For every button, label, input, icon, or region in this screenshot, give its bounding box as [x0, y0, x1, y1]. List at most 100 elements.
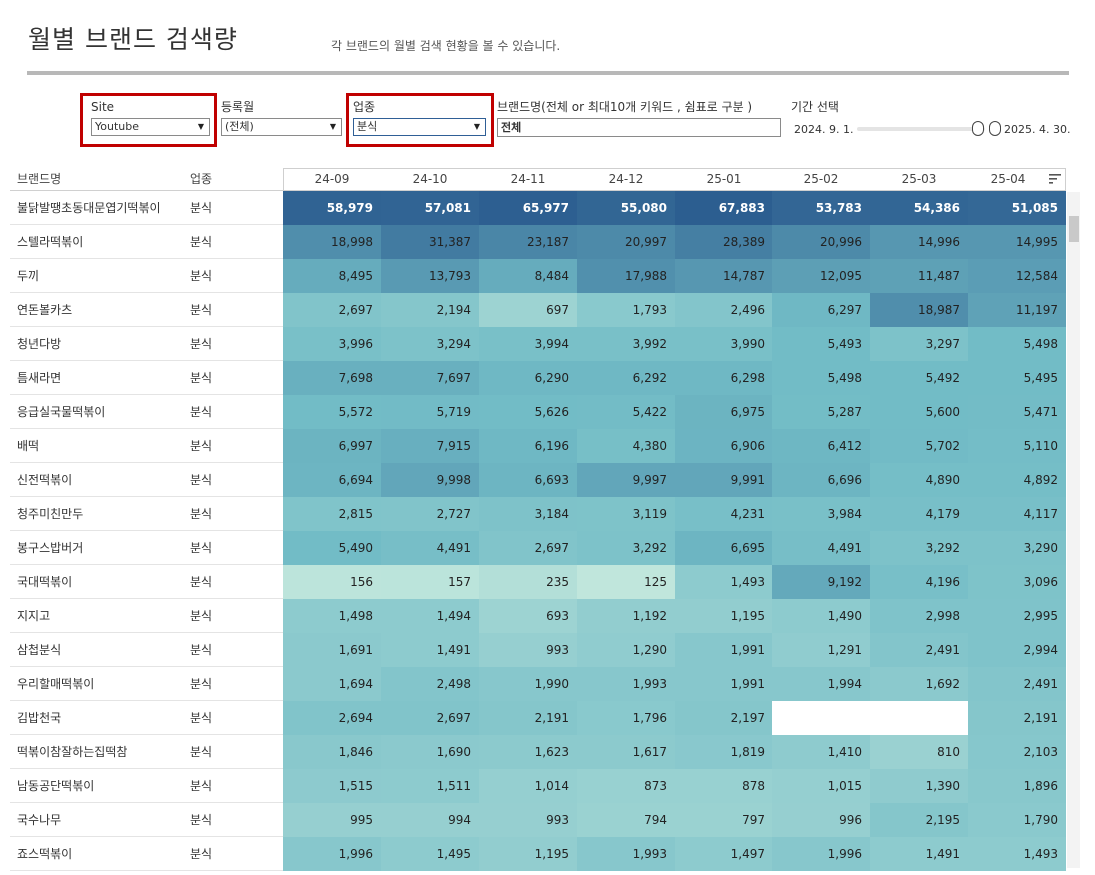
value-cell[interactable]: 65,977 [479, 191, 577, 225]
value-cell[interactable]: 156 [283, 565, 381, 599]
value-cell[interactable]: 20,997 [577, 225, 675, 259]
value-cell[interactable]: 12,095 [772, 259, 870, 293]
value-cell[interactable]: 3,292 [577, 531, 675, 565]
value-cell[interactable]: 9,192 [772, 565, 870, 599]
value-cell[interactable]: 1,694 [283, 667, 381, 701]
value-cell[interactable]: 14,996 [870, 225, 968, 259]
value-cell[interactable]: 1,494 [381, 599, 479, 633]
value-cell[interactable]: 1,990 [479, 667, 577, 701]
value-cell[interactable]: 6,694 [283, 463, 381, 497]
value-cell[interactable]: 1,896 [968, 769, 1066, 803]
value-cell[interactable]: 2,994 [968, 633, 1066, 667]
value-cell[interactable]: 995 [283, 803, 381, 837]
value-cell[interactable]: 28,389 [675, 225, 773, 259]
value-cell[interactable]: 3,990 [675, 327, 773, 361]
table-row[interactable]: 불닭발땡초동대문엽기떡볶이 분식 58,979 57,081 65,977 55,080 6… [10, 191, 1066, 225]
value-cell[interactable]: 6,906 [675, 429, 773, 463]
value-cell[interactable]: 11,197 [968, 293, 1066, 327]
value-cell[interactable]: 5,490 [283, 531, 381, 565]
reg-month-select[interactable]: (전체) ▼ [221, 118, 342, 136]
value-cell[interactable]: 9,997 [577, 463, 675, 497]
table-row[interactable]: 두끼 분식 8,495 13,793 8,484 17,988 14,787 12,095 11… [10, 259, 1066, 293]
value-cell[interactable]: 4,179 [870, 497, 968, 531]
value-cell[interactable]: 9,998 [381, 463, 479, 497]
value-cell[interactable]: 1,014 [479, 769, 577, 803]
value-cell[interactable]: 794 [577, 803, 675, 837]
value-cell[interactable]: 1,410 [772, 735, 870, 769]
value-cell[interactable]: 2,195 [870, 803, 968, 837]
table-row[interactable]: 신전떡볶이 분식 6,694 9,998 6,693 9,997 9,991 6,696 4,8… [10, 463, 1066, 497]
period-slider-track[interactable] [857, 127, 985, 131]
value-cell[interactable]: 3,290 [968, 531, 1066, 565]
value-cell[interactable]: 11,487 [870, 259, 968, 293]
value-cell[interactable]: 6,412 [772, 429, 870, 463]
value-cell[interactable]: 235 [479, 565, 577, 599]
value-cell[interactable]: 1,991 [675, 667, 773, 701]
table-row[interactable]: 응급실국물떡볶이 분식 5,572 5,719 5,626 5,422 6,975 5,287… [10, 395, 1066, 429]
value-cell[interactable]: 3,119 [577, 497, 675, 531]
value-cell[interactable]: 2,491 [968, 667, 1066, 701]
table-row[interactable]: 떡볶이참잘하는집떡참 분식 1,846 1,690 1,623 1,617 1,819 1,4… [10, 735, 1066, 769]
value-cell[interactable]: 1,493 [968, 837, 1066, 871]
value-cell[interactable]: 1,790 [968, 803, 1066, 837]
value-cell[interactable]: 51,085 [968, 191, 1066, 225]
value-cell[interactable]: 2,197 [675, 701, 773, 735]
value-cell[interactable]: 1,846 [283, 735, 381, 769]
value-cell[interactable]: 3,292 [870, 531, 968, 565]
value-cell[interactable]: 2,995 [968, 599, 1066, 633]
value-cell[interactable]: 1,491 [381, 633, 479, 667]
value-cell[interactable]: 1,491 [870, 837, 968, 871]
value-cell[interactable]: 3,297 [870, 327, 968, 361]
value-cell[interactable]: 3,184 [479, 497, 577, 531]
site-select[interactable]: Youtube ▼ [91, 118, 210, 136]
value-cell[interactable]: 6,298 [675, 361, 773, 395]
value-cell[interactable]: 1,996 [283, 837, 381, 871]
value-cell[interactable]: 12,584 [968, 259, 1066, 293]
value-cell[interactable]: 5,110 [968, 429, 1066, 463]
value-cell[interactable]: 1,690 [381, 735, 479, 769]
value-cell[interactable]: 1,692 [870, 667, 968, 701]
value-cell[interactable]: 993 [479, 633, 577, 667]
category-select[interactable]: 분식 ▼ [353, 118, 486, 136]
value-cell[interactable]: 4,491 [381, 531, 479, 565]
value-cell[interactable]: 4,380 [577, 429, 675, 463]
value-cell[interactable]: 2,498 [381, 667, 479, 701]
value-cell[interactable]: 5,471 [968, 395, 1066, 429]
value-cell[interactable]: 4,196 [870, 565, 968, 599]
value-cell[interactable]: 5,572 [283, 395, 381, 429]
table-row[interactable]: 국수나무 분식 995 994 993 794 797 996 2,195 1,790 [10, 803, 1066, 837]
value-cell[interactable]: 697 [479, 293, 577, 327]
value-cell[interactable]: 2,998 [870, 599, 968, 633]
value-cell[interactable]: 7,915 [381, 429, 479, 463]
value-cell[interactable]: 3,992 [577, 327, 675, 361]
value-cell[interactable] [772, 701, 870, 735]
table-row[interactable]: 우리할매떡볶이 분식 1,694 2,498 1,990 1,993 1,991 1,994 1… [10, 667, 1066, 701]
value-cell[interactable]: 873 [577, 769, 675, 803]
value-cell[interactable]: 55,080 [577, 191, 675, 225]
value-cell[interactable]: 1,493 [675, 565, 773, 599]
value-cell[interactable]: 6,695 [675, 531, 773, 565]
table-row[interactable]: 죠스떡볶이 분식 1,996 1,495 1,195 1,993 1,497 1,996 1,4… [10, 837, 1066, 871]
value-cell[interactable]: 9,991 [675, 463, 773, 497]
value-cell[interactable]: 2,191 [479, 701, 577, 735]
table-row[interactable]: 삼첩분식 분식 1,691 1,491 993 1,290 1,991 1,291 2,491 2… [10, 633, 1066, 667]
value-cell[interactable]: 1,498 [283, 599, 381, 633]
value-cell[interactable]: 3,096 [968, 565, 1066, 599]
value-cell[interactable]: 1,015 [772, 769, 870, 803]
value-cell[interactable]: 53,783 [772, 191, 870, 225]
table-row[interactable]: 연돈볼카츠 분식 2,697 2,194 697 1,793 2,496 6,297 18,98… [10, 293, 1066, 327]
value-cell[interactable]: 125 [577, 565, 675, 599]
value-cell[interactable]: 1,993 [577, 667, 675, 701]
value-cell[interactable]: 6,292 [577, 361, 675, 395]
value-cell[interactable]: 1,515 [283, 769, 381, 803]
value-cell[interactable]: 17,988 [577, 259, 675, 293]
value-cell[interactable]: 5,287 [772, 395, 870, 429]
value-cell[interactable]: 6,196 [479, 429, 577, 463]
value-cell[interactable]: 58,979 [283, 191, 381, 225]
value-cell[interactable]: 13,793 [381, 259, 479, 293]
table-scrollbar-thumb[interactable] [1069, 216, 1079, 242]
table-row[interactable]: 남동공단떡볶이 분식 1,515 1,511 1,014 873 878 1,015 1,390… [10, 769, 1066, 803]
value-cell[interactable]: 2,697 [283, 293, 381, 327]
value-cell[interactable]: 5,492 [870, 361, 968, 395]
period-slider-start-handle[interactable] [972, 121, 984, 136]
